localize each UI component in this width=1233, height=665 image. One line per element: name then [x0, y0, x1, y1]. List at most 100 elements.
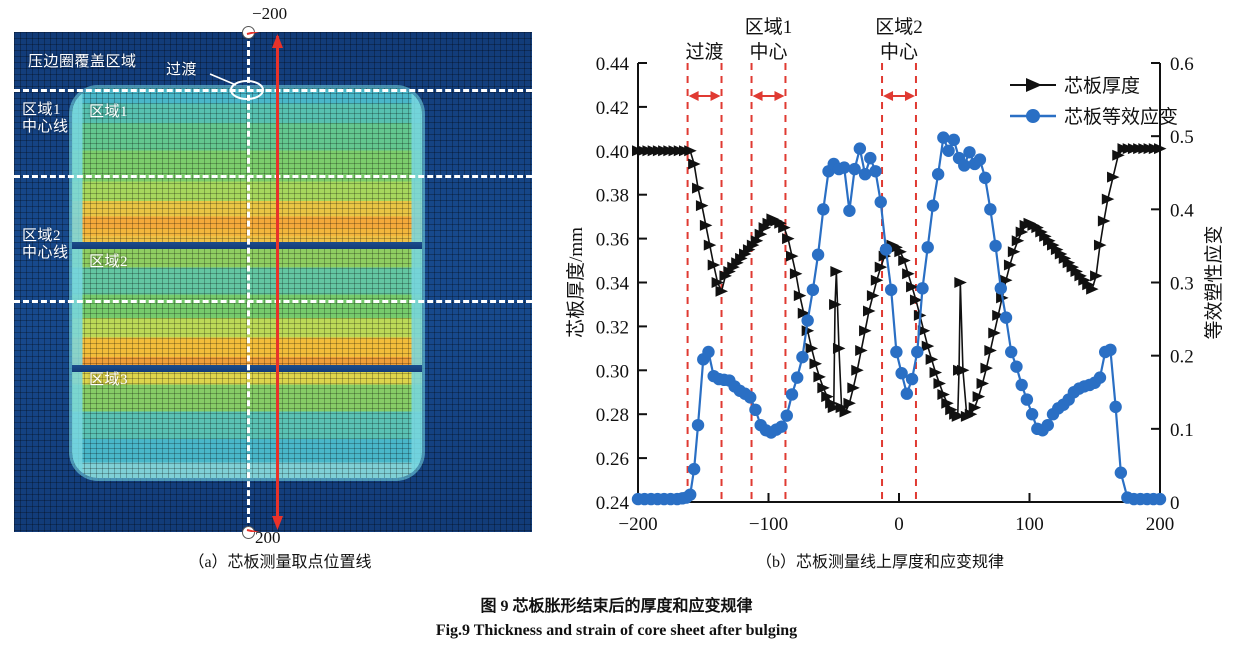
thickness-marker	[782, 233, 795, 245]
thickness-marker	[1107, 171, 1120, 183]
strain-marker	[837, 161, 851, 174]
thickness-marker	[847, 382, 860, 394]
thickness-marker	[992, 309, 1005, 321]
strain-marker	[879, 243, 893, 256]
x-ticklabel: −200	[618, 514, 657, 535]
thickness-strain-chart: 0.240.260.280.300.320.340.360.380.400.42…	[565, 16, 1225, 535]
strain-marker	[848, 162, 861, 176]
strain-marker	[1005, 345, 1018, 359]
strain-marker	[978, 171, 992, 185]
dash-zone1-centerline	[14, 175, 532, 178]
thickness-marker	[917, 325, 931, 337]
legend-marker-circle	[1026, 109, 1040, 123]
thickness-marker	[968, 402, 982, 414]
strain-marker	[684, 488, 697, 501]
label-zone3: 区域3	[89, 372, 129, 388]
thickness-marker	[870, 274, 884, 286]
strain-marker	[775, 420, 788, 433]
thickness-marker	[898, 255, 911, 267]
strain-marker	[895, 367, 908, 380]
thickness-marker	[688, 158, 701, 170]
annotation-arrowhead-left	[752, 91, 763, 101]
subcaption-a: （a）芯板测量取点位置线	[188, 554, 372, 571]
strain-marker	[916, 282, 929, 295]
y-ticklabel-right: 0.5	[1170, 127, 1194, 148]
strain-marker	[817, 203, 830, 216]
strain-marker	[994, 282, 1007, 295]
thickness-marker	[778, 222, 791, 234]
thickness-marker	[954, 277, 967, 288]
strain-marker	[947, 133, 961, 147]
label-zone2: 区域2	[89, 254, 129, 270]
thickness-marker	[1112, 149, 1125, 161]
x-ticklabel: 100	[1015, 514, 1044, 535]
thickness-marker	[988, 327, 1001, 339]
strain-marker	[973, 153, 987, 166]
strain-marker	[958, 159, 971, 172]
strain-marker	[911, 345, 924, 359]
panel-a-contour: 压边圈覆盖区域 过渡 区域1 中心线 区域2 中心线 区域1 区域2 区域3 −…	[0, 0, 560, 600]
y-ticklabel-left: 0.36	[596, 230, 629, 251]
legend-label: 芯板厚度	[1064, 75, 1140, 97]
thickness-marker	[699, 219, 713, 231]
annotation-arrowhead-right	[904, 91, 915, 101]
strain-marker	[702, 345, 715, 359]
y-ticklabel-right: 0.6	[1170, 54, 1194, 75]
thickness-marker	[976, 377, 990, 389]
thickness-marker	[809, 358, 822, 370]
strain-marker	[905, 372, 919, 386]
y-ticklabel-right: 0	[1170, 493, 1180, 514]
strain-marker	[989, 239, 1002, 253]
thickness-marker	[813, 371, 826, 383]
y-ticklabel-left: 0.34	[596, 274, 630, 295]
figure-caption-cn: 图 9 芯板胀形结束后的厚度和应变规律	[480, 598, 753, 615]
thickness-marker	[1086, 283, 1099, 295]
thickness-marker	[1093, 239, 1107, 251]
y-ticklabel-left: 0.24	[596, 493, 630, 514]
strain-marker	[874, 195, 887, 209]
strain-line	[638, 133, 1160, 501]
contour-value-bottom: 200	[255, 528, 281, 547]
strain-marker	[984, 203, 997, 216]
strain-marker	[791, 371, 804, 384]
thickness-marker	[1003, 259, 1017, 271]
strain-marker	[691, 418, 705, 432]
x-ticklabel: 0	[894, 514, 904, 535]
y-ticklabel-left: 0.40	[596, 142, 629, 163]
thickness-marker	[909, 294, 923, 306]
thickness-marker	[1154, 143, 1167, 155]
strain-marker	[853, 142, 867, 155]
strain-marker	[869, 165, 882, 178]
thickness-marker	[703, 239, 717, 251]
label-zone2-centerline: 区域2 中心线	[22, 228, 69, 262]
label-zone1-centerline: 区域1 中心线	[22, 102, 69, 136]
thickness-marker	[933, 377, 946, 389]
thickness-marker	[785, 250, 799, 262]
thickness-marker	[937, 388, 950, 400]
strain-marker	[963, 146, 976, 159]
thickness-marker	[754, 228, 768, 240]
label-zone1: 区域1	[89, 104, 129, 120]
thickness-marker	[902, 268, 915, 280]
y-ticklabel-left: 0.26	[596, 449, 629, 470]
legend-marker-triangle	[1026, 78, 1042, 92]
y-axis-title-right: 等效塑性应变	[1203, 225, 1225, 339]
thickness-marker	[839, 406, 852, 418]
strain-marker	[1093, 371, 1107, 384]
contour-value-top: −200	[252, 4, 288, 23]
strain-marker	[921, 241, 934, 254]
strain-marker	[843, 204, 856, 217]
strain-marker	[780, 409, 793, 422]
thickness-marker	[1090, 270, 1103, 282]
annotation-label: 区域2	[875, 16, 923, 38]
thickness-marker	[817, 382, 830, 394]
annotation-arrowhead-right	[710, 91, 721, 101]
thickness-marker	[715, 285, 729, 297]
thickness-marker	[862, 305, 876, 317]
strain-marker	[890, 345, 903, 359]
y-ticklabel-left: 0.32	[596, 317, 629, 338]
strain-marker	[926, 199, 940, 212]
thickness-marker	[827, 402, 841, 414]
thickness-marker	[921, 340, 935, 352]
thickness-marker	[925, 353, 939, 365]
